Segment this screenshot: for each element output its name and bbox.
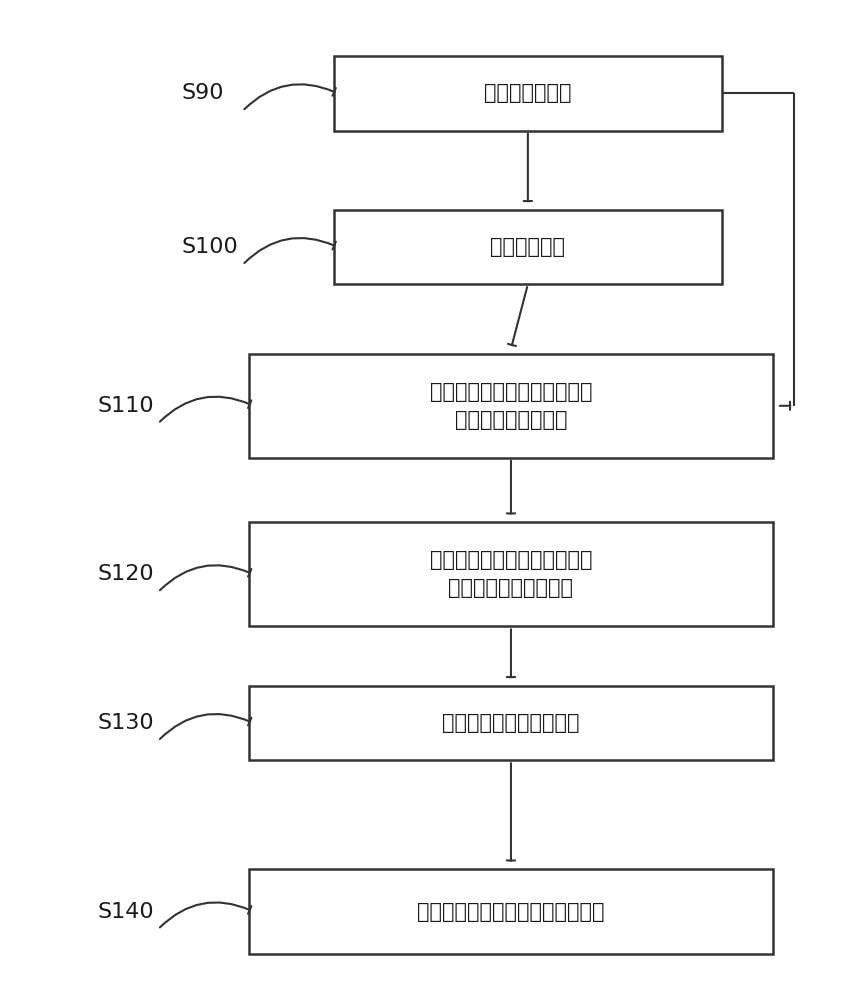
FancyBboxPatch shape xyxy=(333,210,722,284)
Text: S100: S100 xyxy=(181,237,238,257)
Text: 制备粉末阻燃剂: 制备粉末阻燃剂 xyxy=(484,83,571,103)
Text: S110: S110 xyxy=(97,396,153,416)
Text: S130: S130 xyxy=(97,713,153,733)
Text: S90: S90 xyxy=(181,83,224,103)
FancyBboxPatch shape xyxy=(249,354,772,458)
FancyBboxPatch shape xyxy=(249,869,772,954)
Text: S120: S120 xyxy=(97,564,153,584)
Text: S140: S140 xyxy=(97,902,153,922)
Text: 制备干燥刨花: 制备干燥刨花 xyxy=(490,237,565,257)
Text: 对添加了阻燃剂的刨花在施胶
装置中施加雾状胶黏剂: 对添加了阻燃剂的刨花在施胶 装置中施加雾状胶黏剂 xyxy=(429,550,591,598)
FancyBboxPatch shape xyxy=(249,522,772,626)
FancyBboxPatch shape xyxy=(333,56,722,131)
Text: 对铺装好的刨花实施连续平压工艺: 对铺装好的刨花实施连续平压工艺 xyxy=(417,902,604,922)
Text: 将刨花由传送带传送过程中对
刨花添加粉状阻燃剂: 将刨花由传送带传送过程中对 刨花添加粉状阻燃剂 xyxy=(429,382,591,430)
FancyBboxPatch shape xyxy=(249,686,772,760)
Text: 将施胶后的刨花进行铺装: 将施胶后的刨花进行铺装 xyxy=(441,713,579,733)
